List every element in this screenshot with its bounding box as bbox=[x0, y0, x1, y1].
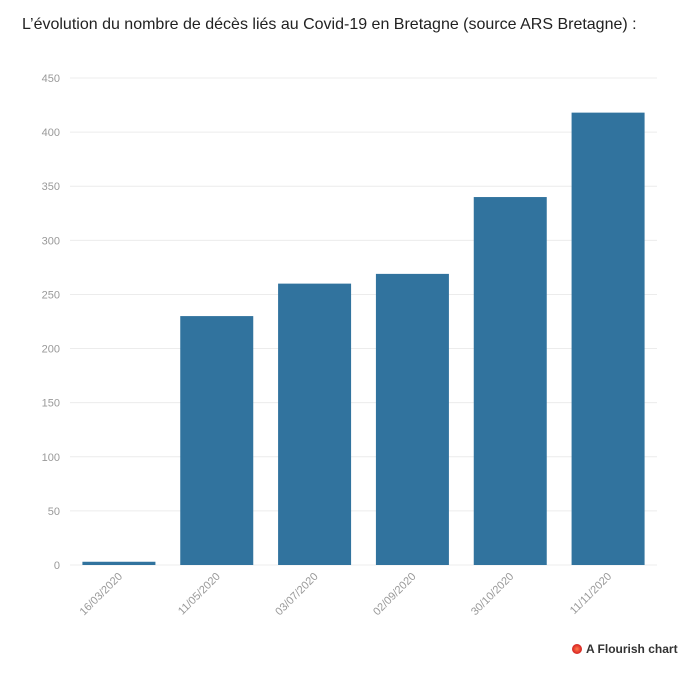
chart-title: L’évolution du nombre de décès liés au C… bbox=[22, 16, 637, 33]
y-tick-label: 350 bbox=[42, 181, 60, 193]
x-axis-labels: 16/03/2020 11/05/2020 03/07/2020 02/09/2020… bbox=[78, 571, 615, 618]
y-tick-label: 300 bbox=[42, 235, 60, 247]
y-tick-label: 400 bbox=[42, 127, 60, 139]
flourish-logo-icon bbox=[572, 644, 582, 654]
x-tick-label: 16/03/2020 bbox=[78, 571, 125, 618]
y-tick-label: 250 bbox=[42, 289, 60, 301]
y-axis-ticks: 0 50 100 150 200 250 300 350 400 450 bbox=[42, 73, 60, 572]
flourish-credit-link[interactable]: A Flourish chart bbox=[572, 642, 678, 656]
bar[interactable] bbox=[571, 112, 645, 566]
y-tick-label: 100 bbox=[42, 452, 60, 464]
y-tick-label: 50 bbox=[48, 506, 60, 518]
x-tick-label: 03/07/2020 bbox=[273, 571, 320, 618]
flourish-credit-label: A Flourish chart bbox=[586, 642, 678, 656]
bar[interactable] bbox=[82, 561, 156, 565]
bar[interactable] bbox=[473, 197, 547, 566]
y-tick-label: 450 bbox=[42, 73, 60, 85]
y-tick-label: 150 bbox=[42, 398, 60, 410]
x-tick-label: 11/05/2020 bbox=[176, 571, 223, 618]
bar[interactable] bbox=[375, 273, 449, 565]
bar[interactable] bbox=[278, 283, 352, 565]
bar[interactable] bbox=[180, 316, 254, 565]
x-tick-label: 02/09/2020 bbox=[371, 571, 418, 618]
x-tick-label: 11/11/2020 bbox=[568, 571, 614, 617]
y-tick-label: 0 bbox=[54, 560, 60, 572]
y-tick-label: 200 bbox=[42, 344, 60, 356]
gridlines bbox=[70, 77, 657, 566]
bars bbox=[82, 112, 645, 566]
x-tick-label: 30/10/2020 bbox=[469, 571, 516, 618]
